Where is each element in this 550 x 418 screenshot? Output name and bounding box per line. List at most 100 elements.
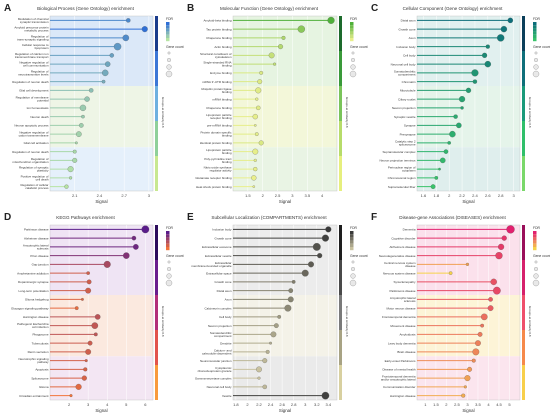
legend-size-circle <box>534 51 538 55</box>
category-label: mRNA 3'-UTR binding <box>202 80 232 84</box>
lollipop-point <box>287 296 294 303</box>
category-label: Growth cone <box>214 280 231 284</box>
plot-frame <box>416 15 521 192</box>
legend-size-circle <box>532 70 540 78</box>
category-label: Neurotrophin signaling pathway <box>18 357 49 364</box>
lollipop-point <box>301 269 309 277</box>
lollipop-point <box>252 185 256 188</box>
x-tick-label: 2.6 <box>485 193 491 198</box>
legend-fdr-swatch <box>533 237 537 241</box>
panel-letter: E <box>187 212 194 223</box>
lollipop-point <box>507 17 514 24</box>
legend-size-circle <box>165 279 173 287</box>
category-label: Distal axon <box>217 289 232 293</box>
lollipop-point <box>443 149 449 154</box>
category-label: Neuron projection <box>208 324 232 328</box>
legend-fdr-swatch <box>350 31 354 35</box>
x-axis-label: Signal <box>462 408 474 413</box>
category-label: Amyotrophic lateral sclerosis <box>23 243 49 250</box>
category-label: Huntington disease <box>390 394 416 398</box>
category-label: Synapse <box>404 124 416 128</box>
legend-fdr-swatch <box>533 231 537 235</box>
lollipop-point <box>83 367 88 372</box>
lollipop-point <box>141 26 148 33</box>
category-label: Neuromuscular junction <box>200 359 232 363</box>
category-label: Regulation of cellular catabolic process <box>20 183 49 190</box>
lollipop-point <box>262 358 268 364</box>
lollipop-point <box>482 52 488 58</box>
category-label: Gap junction <box>32 263 49 267</box>
lollipop-point <box>76 131 82 137</box>
lollipop-point <box>327 16 335 24</box>
group-band <box>417 225 520 295</box>
group-color-bar <box>522 16 525 51</box>
x-tick-label: 4.5 <box>496 402 502 407</box>
group-band-label: Groups at similarity 0.8 <box>345 306 349 337</box>
x-tick-label: 5 <box>508 402 511 407</box>
legend-size-title: Gene count <box>350 254 368 258</box>
legend-size-circle <box>351 58 355 62</box>
lollipop-point <box>430 184 436 189</box>
lollipop-point <box>268 52 275 59</box>
x-tick-label: 3 <box>466 402 469 407</box>
x-tick-label: 2.8 <box>291 402 297 407</box>
lollipop-point <box>488 297 493 302</box>
group-color-bar <box>155 260 158 295</box>
group-band-label: Groups at similarity 0.8 <box>161 97 165 128</box>
lollipop-point <box>500 25 508 33</box>
lollipop-point <box>297 25 305 33</box>
category-label: Regulation of mitochondrion organization <box>12 157 48 164</box>
x-tick-label: 2 <box>246 402 249 407</box>
lollipop-point <box>79 104 87 112</box>
category-label: Long-term potentiation <box>18 289 48 293</box>
lollipop-point <box>251 175 257 181</box>
lollipop-point <box>465 87 472 93</box>
x-tick-label: 3 <box>87 402 90 407</box>
legend-fdr-swatch <box>350 25 354 29</box>
lollipop-point <box>475 340 481 347</box>
legend-size-circle <box>166 273 172 279</box>
lollipop-point <box>255 97 259 101</box>
category-label: Ubiquitin protein ligase binding <box>201 87 232 94</box>
group-color-bar <box>522 260 525 295</box>
category-label: Amyloidosis <box>399 333 416 337</box>
lollipop-point <box>284 304 292 312</box>
x-tick-label: 2.4 <box>472 193 478 198</box>
category-label: Enzyme binding <box>210 71 232 75</box>
group-color-bar <box>522 86 525 121</box>
legend-size-circle <box>532 279 540 287</box>
lollipop-point <box>480 323 485 328</box>
category-label: Alzheimers disease <box>389 245 415 249</box>
category-label: Heat shock protein binding <box>196 185 232 189</box>
lollipop-point <box>447 141 451 145</box>
x-tick-label: 2 <box>448 193 451 198</box>
category-label: Chaperone binding <box>206 36 232 40</box>
legend-fdr-swatch <box>533 22 537 26</box>
lollipop-point <box>256 105 261 111</box>
panel-c: C Cellular Component (Gene Ontology) enri… <box>371 3 550 204</box>
category-label: Distal axon <box>401 19 416 23</box>
lollipop-point <box>257 376 261 380</box>
legend-fdr-title: FDR <box>533 17 541 21</box>
lollipop-point <box>288 288 294 293</box>
category-label: Regulation of trans-synaptic signaling <box>17 34 49 41</box>
group-color-bar <box>339 156 342 191</box>
lollipop-point <box>84 359 88 363</box>
lollipop-point <box>465 262 470 266</box>
lollipop-point <box>123 252 130 259</box>
x-tick-label: 3 <box>512 193 515 198</box>
legend-fdr-swatch <box>533 38 537 42</box>
lollipop-point <box>495 252 503 260</box>
category-label: Supramolecular complex <box>382 150 416 154</box>
legend-fdr-swatch <box>166 247 170 251</box>
legend-fdr-swatch <box>350 237 354 241</box>
category-label: Regulation of synaptic plasticity <box>19 166 49 173</box>
category-label: Cytoplasmic ribonucleoprotein granule <box>198 366 232 373</box>
group-color-bar <box>155 86 158 121</box>
category-label: Regulation of neuron death <box>12 80 49 84</box>
x-tick-label: 2.2 <box>256 402 262 407</box>
lollipop-point <box>253 158 257 162</box>
lollipop-point <box>258 140 264 146</box>
category-label: Tuberculosis <box>32 341 49 345</box>
lollipop-point <box>477 332 483 337</box>
